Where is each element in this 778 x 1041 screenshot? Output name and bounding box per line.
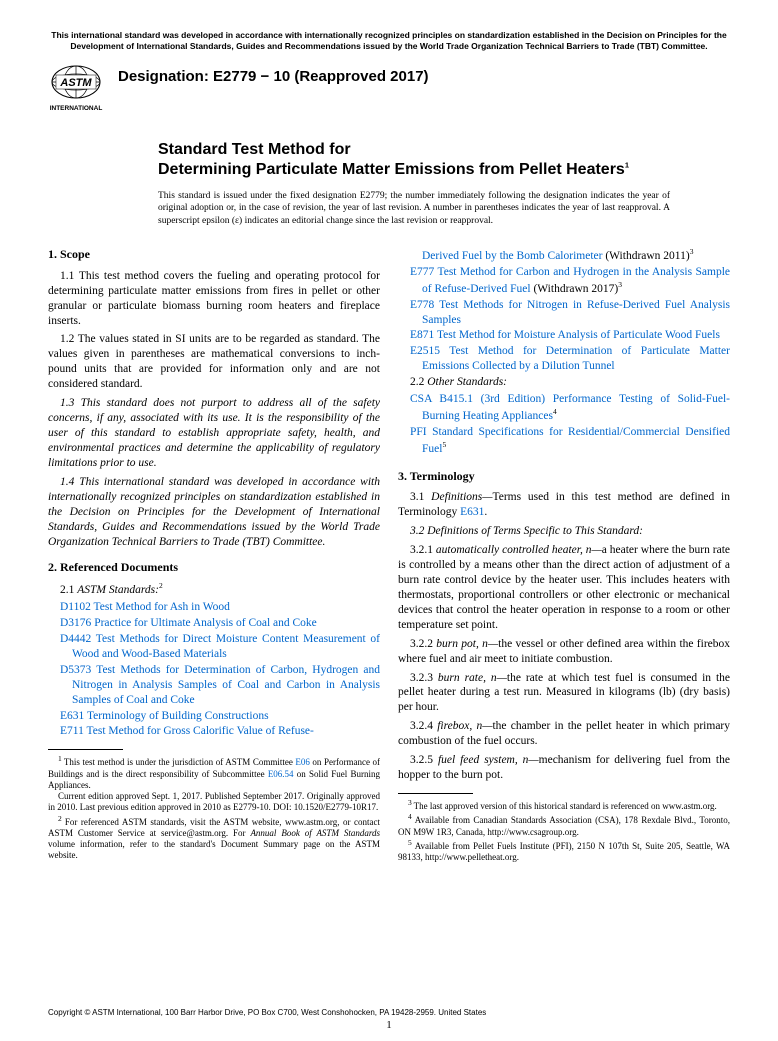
copyright: Copyright © ASTM International, 100 Barr… <box>48 1008 486 1017</box>
ref-item: E711 Test Method for Gross Calorific Val… <box>48 724 380 739</box>
left-column: 1. Scope 1.1 This test method covers the… <box>48 247 380 863</box>
title-line2: Determining Particulate Matter Emissions… <box>158 160 730 180</box>
terminology-heading: 3. Terminology <box>398 469 730 485</box>
right-column: Derived Fuel by the Bomb Calorimeter (Wi… <box>398 247 730 863</box>
astm-logo: ASTM INTERNATIONAL <box>48 62 104 118</box>
ref-item: E871 Test Method for Moisture Analysis o… <box>398 328 730 343</box>
page-number: 1 <box>386 1019 392 1031</box>
para-3-2-4: 3.2.4 firebox, n—the chamber in the pell… <box>398 719 730 749</box>
para-1-1: 1.1 This test method covers the fueling … <box>48 269 380 329</box>
ref-item: E777 Test Method for Carbon and Hydrogen… <box>398 265 730 297</box>
issuance-note: This standard is issued under the fixed … <box>158 190 730 227</box>
svg-text:ASTM: ASTM <box>59 77 92 89</box>
header: ASTM INTERNATIONAL Designation: E2779 − … <box>48 62 730 118</box>
para-1-2: 1.2 The values stated in SI units are to… <box>48 332 380 392</box>
para-1-4: 1.4 This international standard was deve… <box>48 475 380 550</box>
para-3-2-2: 3.2.2 burn pot, n—the vessel or other de… <box>398 637 730 667</box>
logo-label: INTERNATIONAL <box>50 105 103 112</box>
footnote-2: 2 For referenced ASTM standards, visit t… <box>48 814 380 862</box>
ref-item: D1102 Test Method for Ash in Wood <box>48 600 380 615</box>
para-3-2-1: 3.2.1 automatically controlled heater, n… <box>398 543 730 633</box>
ref-csa: CSA B415.1 (3rd Edition) Performance Tes… <box>398 392 730 424</box>
astm-standards-subhead: 2.1 ASTM Standards:2 <box>48 581 380 598</box>
footnote-3: 3 The last approved version of this hist… <box>398 798 730 812</box>
refdocs-heading: 2. Referenced Documents <box>48 560 380 576</box>
ref-item: D4442 Test Methods for Direct Moisture C… <box>48 632 380 662</box>
ref-item: D5373 Test Methods for Determination of … <box>48 663 380 708</box>
title-block: Standard Test Method for Determining Par… <box>158 140 730 180</box>
title-line1: Standard Test Method for <box>158 140 730 160</box>
footnote-rule <box>48 749 123 750</box>
footnote-rule-right <box>398 793 473 794</box>
para-3-2-5: 3.2.5 fuel feed system, n—mechanism for … <box>398 753 730 783</box>
other-standards-subhead: 2.2 Other Standards: <box>398 375 730 390</box>
footnote-1b: Current edition approved Sept. 1, 2017. … <box>48 791 380 814</box>
ref-item: E2515 Test Method for Determination of P… <box>398 344 730 374</box>
body-columns: 1. Scope 1.1 This test method covers the… <box>48 247 730 863</box>
ref-item: D3176 Practice for Ultimate Analysis of … <box>48 616 380 631</box>
para-1-3: 1.3 This standard does not purport to ad… <box>48 396 380 471</box>
ref-e711-cont: Derived Fuel by the Bomb Calorimeter (Wi… <box>398 247 730 264</box>
designation: Designation: E2779 − 10 (Reapproved 2017… <box>118 68 429 85</box>
ref-item: E778 Test Methods for Nitrogen in Refuse… <box>398 298 730 328</box>
scope-heading: 1. Scope <box>48 247 380 263</box>
ref-item: E631 Terminology of Building Constructio… <box>48 709 380 724</box>
para-3-2: 3.2 Definitions of Terms Specific to Thi… <box>398 524 730 539</box>
para-3-1: 3.1 Definitions—Terms used in this test … <box>398 490 730 520</box>
footnote-5: 5 Available from Pellet Fuels Institute … <box>398 838 730 864</box>
top-notice: This international standard was develope… <box>48 30 730 52</box>
para-3-2-3: 3.2.3 burn rate, n—the rate at which tes… <box>398 671 730 716</box>
footnote-4: 4 Available from Canadian Standards Asso… <box>398 812 730 838</box>
ref-pfi: PFI Standard Specifications for Resident… <box>398 425 730 457</box>
footnote-1: 1 This test method is under the jurisdic… <box>48 754 380 791</box>
